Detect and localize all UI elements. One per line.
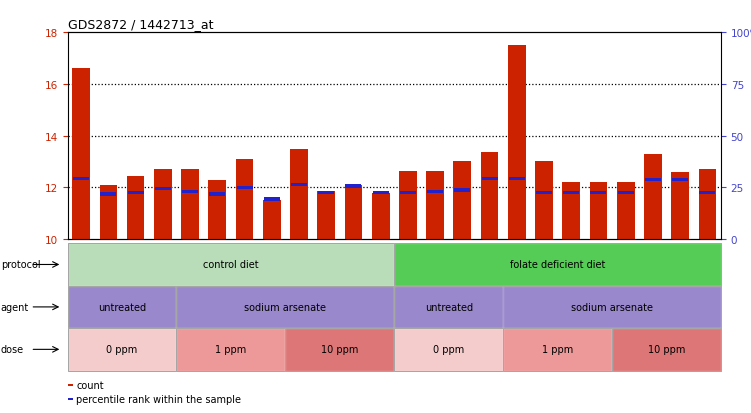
FancyBboxPatch shape — [176, 286, 394, 328]
Bar — [182, 190, 198, 193]
Bar — [264, 198, 279, 201]
Bar — [100, 185, 117, 240]
FancyBboxPatch shape — [394, 328, 503, 371]
FancyBboxPatch shape — [68, 244, 394, 286]
FancyBboxPatch shape — [503, 286, 721, 328]
Bar — [427, 190, 443, 193]
Bar — [481, 153, 499, 240]
Bar — [72, 69, 90, 240]
Text: dose: dose — [1, 344, 24, 354]
Text: protocol: protocol — [1, 260, 41, 270]
Text: untreated: untreated — [98, 302, 146, 312]
Bar — [372, 191, 388, 195]
Bar — [291, 184, 307, 187]
Bar — [671, 173, 689, 240]
Bar — [345, 185, 362, 240]
FancyBboxPatch shape — [285, 328, 394, 371]
Text: GDS2872 / 1442713_at: GDS2872 / 1442713_at — [68, 17, 213, 31]
Text: 10 ppm: 10 ppm — [648, 344, 685, 354]
Text: folate deficient diet: folate deficient diet — [510, 260, 605, 270]
FancyBboxPatch shape — [612, 328, 721, 371]
Bar — [237, 186, 252, 190]
Bar — [644, 154, 662, 240]
Bar — [236, 159, 253, 240]
FancyBboxPatch shape — [176, 328, 285, 371]
Bar — [454, 189, 470, 192]
Text: control diet: control diet — [203, 260, 259, 270]
Text: percentile rank within the sample: percentile rank within the sample — [76, 394, 241, 404]
Bar — [536, 191, 552, 195]
Bar — [698, 170, 716, 240]
Bar — [155, 188, 170, 191]
Bar — [563, 191, 579, 195]
Bar — [372, 193, 390, 240]
Bar — [209, 180, 226, 240]
Bar — [290, 149, 308, 240]
Bar — [618, 191, 634, 195]
FancyBboxPatch shape — [68, 286, 176, 328]
Text: 0 ppm: 0 ppm — [433, 344, 464, 354]
Bar — [345, 185, 361, 188]
Text: count: count — [76, 380, 104, 390]
Bar — [590, 183, 608, 240]
Bar — [481, 177, 497, 180]
FancyBboxPatch shape — [394, 286, 503, 328]
Bar — [509, 177, 525, 180]
Bar — [617, 183, 635, 240]
Text: sodium arsenate: sodium arsenate — [244, 302, 327, 312]
Text: sodium arsenate: sodium arsenate — [571, 302, 653, 312]
Bar — [318, 191, 334, 195]
Bar — [127, 176, 144, 240]
Bar — [74, 177, 89, 180]
Bar — [128, 191, 143, 195]
Bar — [672, 178, 688, 182]
Bar — [154, 170, 172, 240]
Bar — [427, 171, 444, 240]
Bar — [101, 193, 116, 196]
Text: 1 ppm: 1 ppm — [542, 344, 573, 354]
Bar — [562, 183, 580, 240]
Bar — [318, 192, 335, 240]
Bar — [645, 178, 661, 182]
Bar — [400, 191, 416, 195]
Bar — [535, 162, 553, 240]
Bar — [68, 398, 73, 400]
Text: 10 ppm: 10 ppm — [321, 344, 358, 354]
Text: untreated: untreated — [424, 302, 473, 312]
Bar — [590, 191, 606, 195]
Bar — [263, 201, 281, 240]
Bar — [699, 191, 715, 195]
Bar — [210, 193, 225, 196]
FancyBboxPatch shape — [394, 244, 721, 286]
Bar — [508, 46, 526, 240]
Bar — [181, 170, 199, 240]
FancyBboxPatch shape — [68, 328, 176, 371]
FancyBboxPatch shape — [503, 328, 612, 371]
Text: agent: agent — [1, 302, 29, 312]
Bar — [454, 162, 471, 240]
Text: 1 ppm: 1 ppm — [216, 344, 246, 354]
Bar — [68, 384, 73, 386]
Text: 0 ppm: 0 ppm — [107, 344, 137, 354]
Bar — [399, 171, 417, 240]
